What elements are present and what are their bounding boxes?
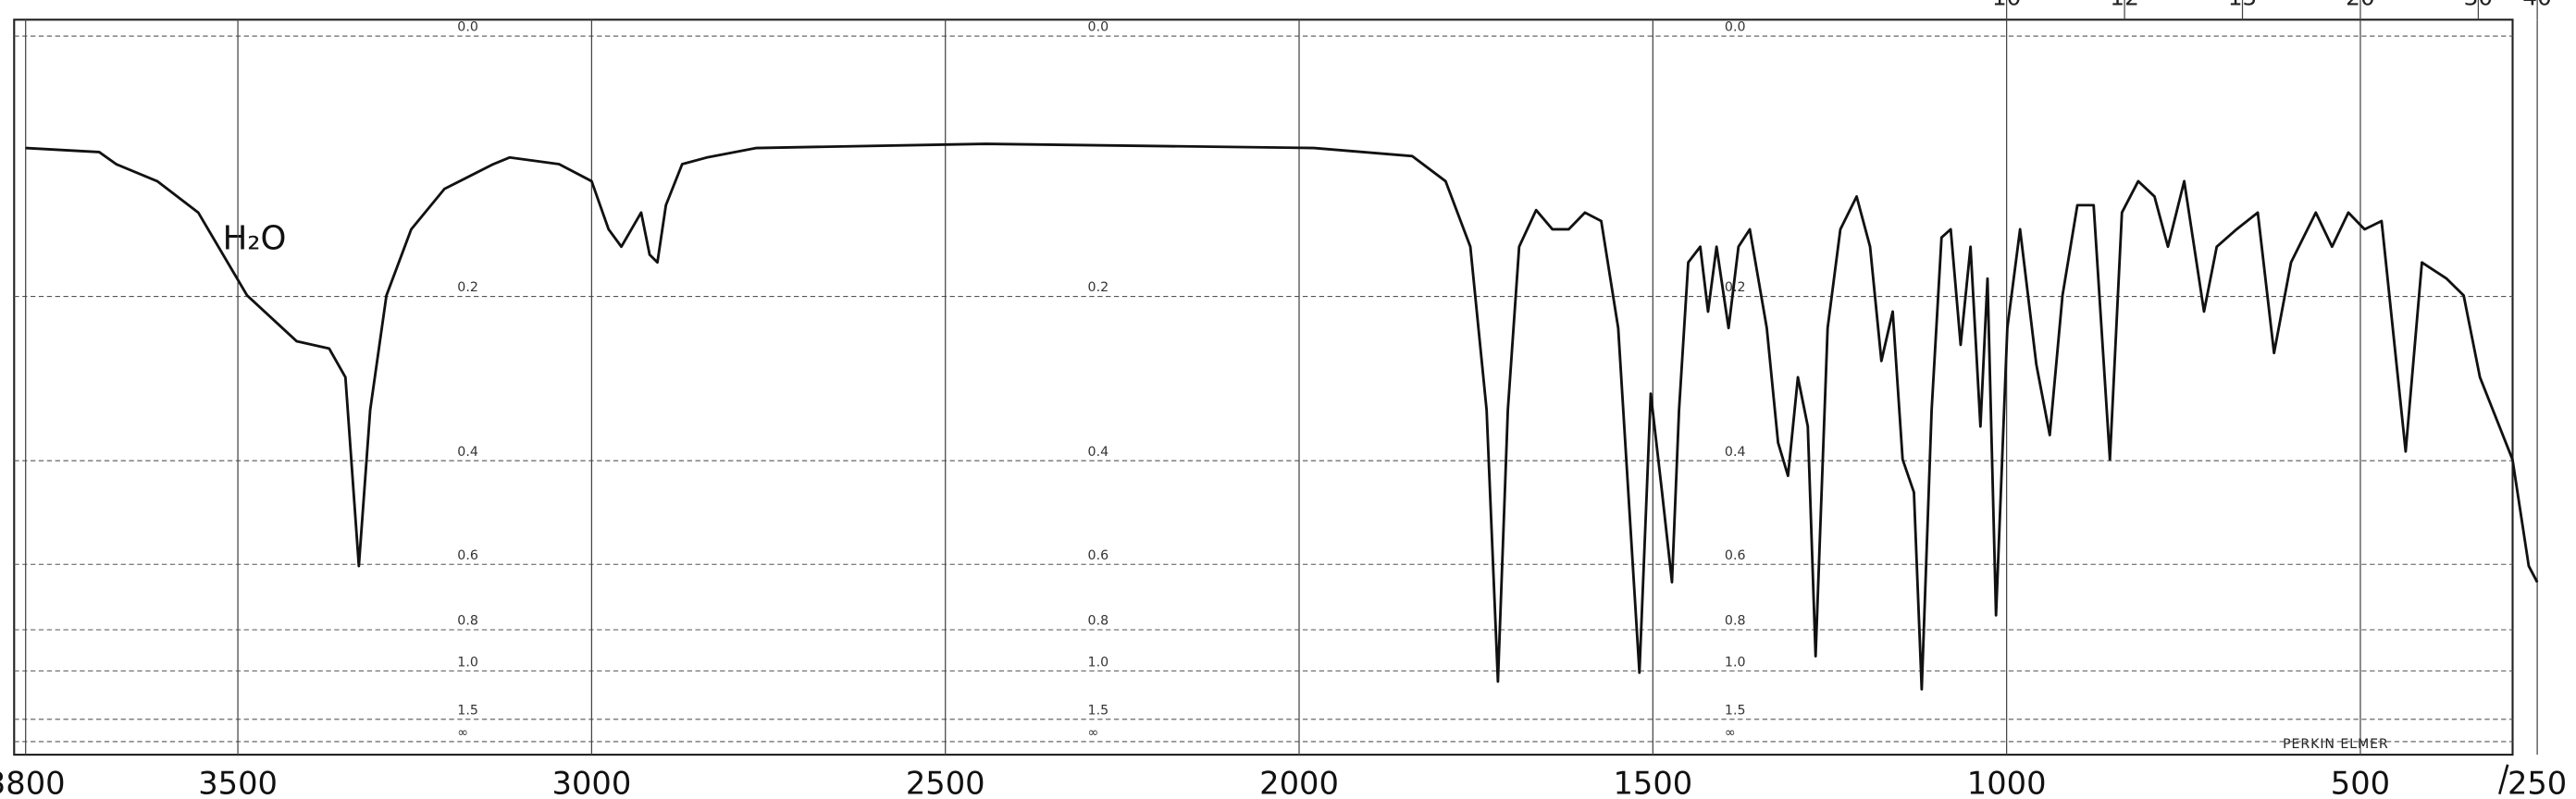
y-tick-label: 0.8 [1725, 614, 1746, 629]
y-tick-label: 0.6 [1725, 548, 1746, 563]
y-tick-label: 0.4 [1088, 445, 1109, 460]
y-tick-label: 0.8 [1088, 614, 1109, 629]
y-tick-label: 0.2 [1725, 280, 1746, 295]
x-tick-label: 2000 [1259, 766, 1339, 799]
x-tick-label: 3500 [198, 766, 278, 799]
x-tick-label: 1500 [1613, 766, 1692, 799]
y-tick-label: 1.0 [1088, 655, 1109, 670]
chart-frame [13, 18, 2514, 756]
x-tick-label: 1000 [1967, 766, 2047, 799]
x-tick-label: 250 [2508, 766, 2567, 799]
x-tick-label: 2500 [906, 766, 985, 799]
y-tick-label: ∞ [1725, 726, 1736, 741]
y-tick-label: 1.5 [457, 703, 478, 718]
x-tick-label: 500 [2331, 766, 2390, 799]
x-tick-label: 3800 [0, 766, 66, 799]
y-tick-label: 0.0 [1088, 20, 1109, 35]
y-tick-label: 0.0 [457, 20, 478, 35]
y-tick-label: 0.4 [1725, 445, 1746, 460]
x2-tick-label: 30 [2464, 0, 2494, 10]
y-tick-label: 0.6 [1088, 548, 1109, 563]
y-tick-label: 0.0 [1725, 20, 1746, 35]
y-tick-label: 1.5 [1088, 703, 1109, 718]
x2-tick-label: 20 [2346, 0, 2375, 10]
y-tick-label: 0.2 [1088, 280, 1109, 295]
y-tick-label: 0.4 [457, 445, 478, 460]
y-tick-label: 1.0 [457, 655, 478, 670]
spectrum-line [25, 142, 2539, 691]
brand: PERKIN ELMER [2283, 737, 2389, 752]
y-tick-label: 1.0 [1725, 655, 1746, 670]
y-tick-label: 0.2 [457, 280, 478, 295]
y-tick-label: 1.5 [1725, 703, 1746, 718]
x-tick-label: 3000 [552, 766, 632, 799]
x2-tick-label: 40 [2522, 0, 2552, 10]
x2-tick-label: 12 [2110, 0, 2139, 10]
annotation: H₂O [223, 220, 287, 258]
x2-tick-label: 15 [2228, 0, 2258, 10]
y-tick-label: 0.6 [457, 548, 478, 563]
end-slash [2498, 764, 2509, 795]
x2-tick-label: 10 [1992, 0, 2022, 10]
y-tick-label: 0.8 [457, 614, 478, 629]
y-tick-label: ∞ [457, 726, 468, 741]
y-tick-label: ∞ [1088, 726, 1099, 741]
